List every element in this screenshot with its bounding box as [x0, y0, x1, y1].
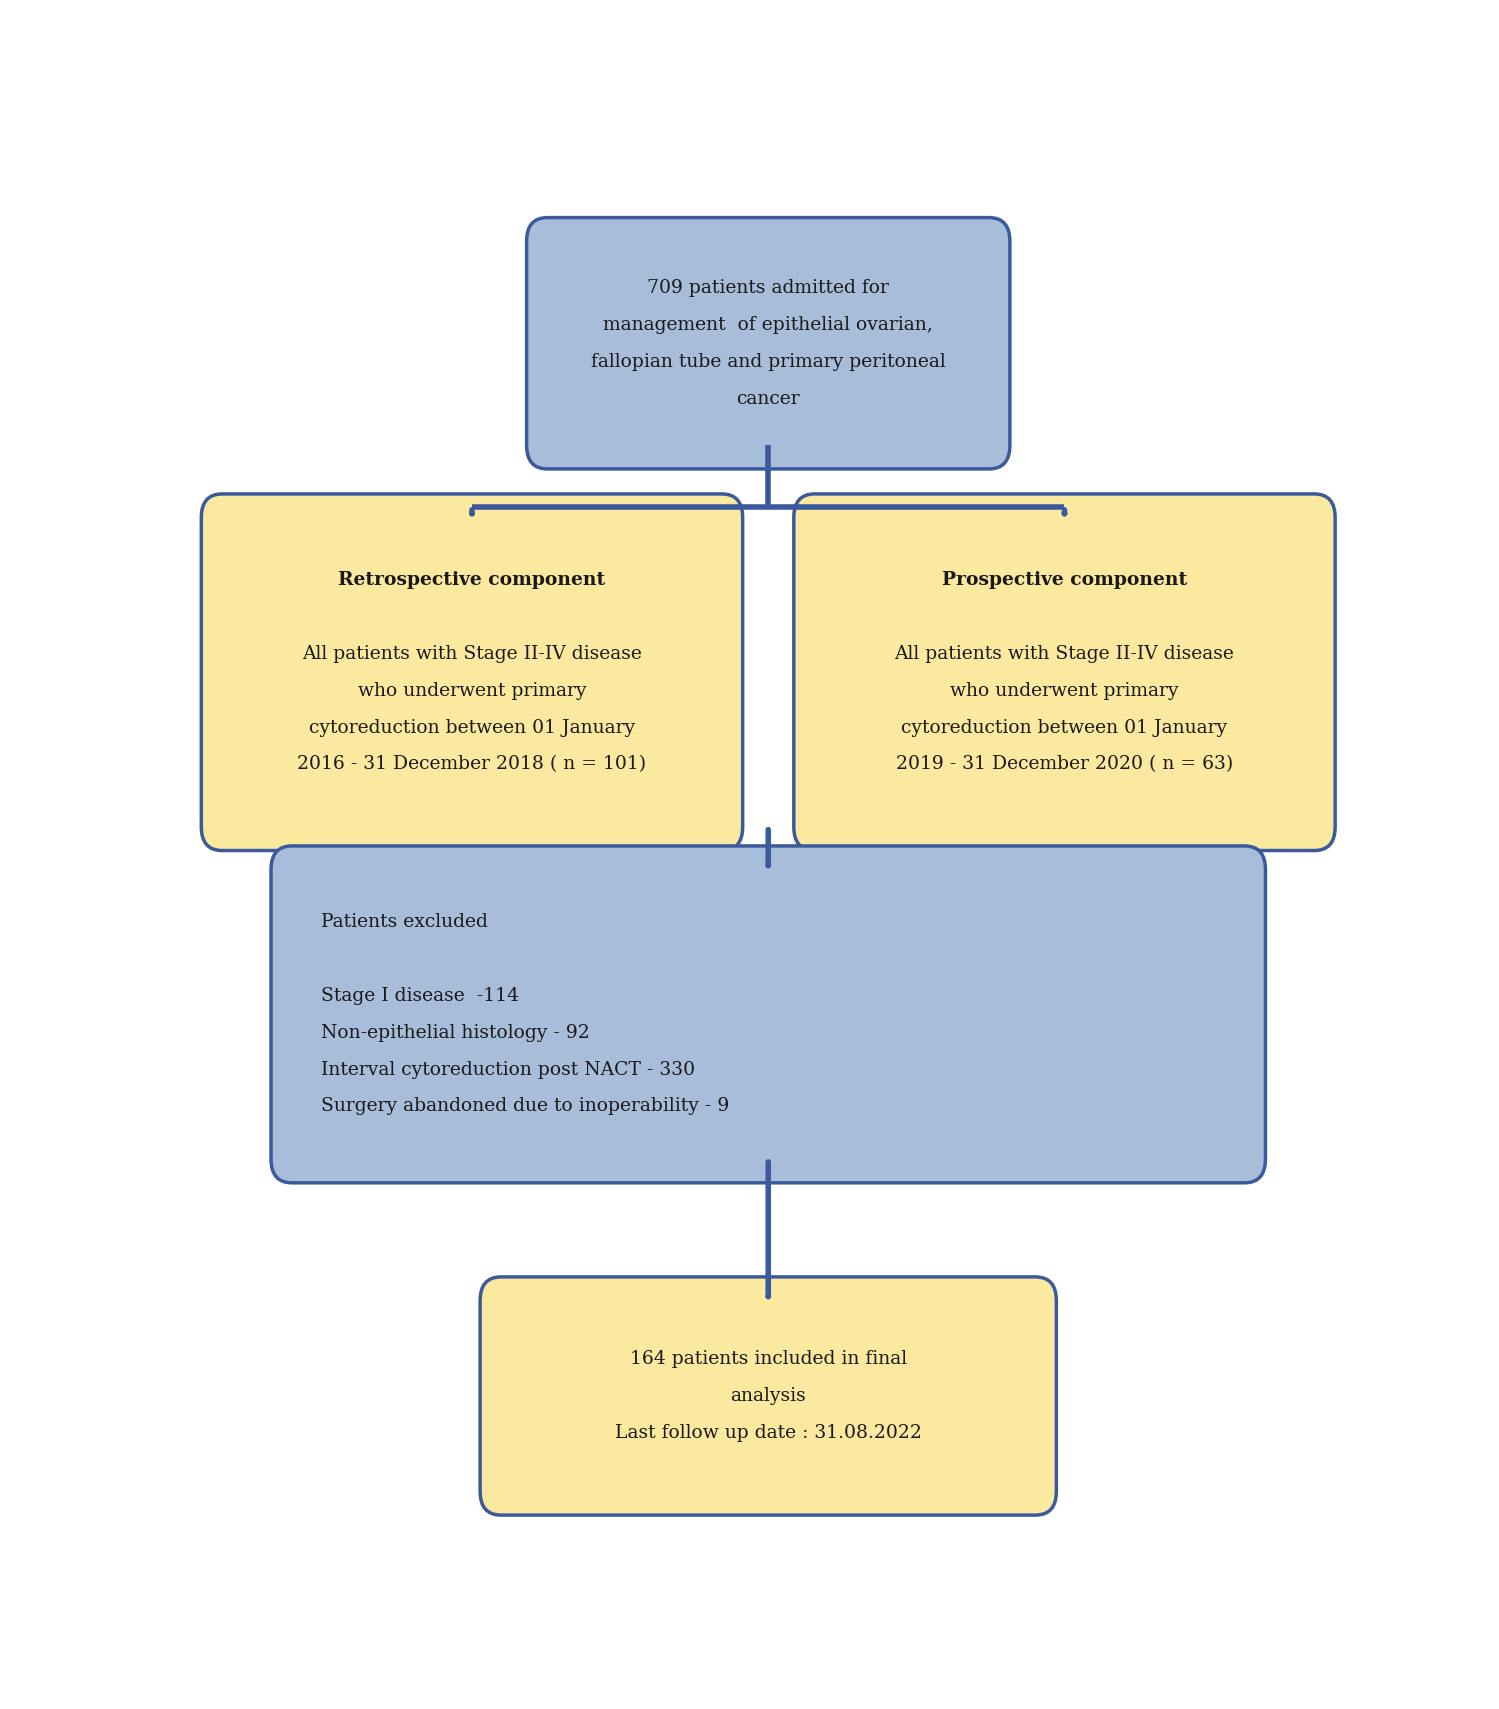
- Text: cancer: cancer: [736, 390, 800, 407]
- Text: who underwent primary: who underwent primary: [358, 682, 586, 699]
- Text: Last follow up date : 31.08.2022: Last follow up date : 31.08.2022: [615, 1424, 922, 1442]
- Text: 709 patients admitted for: 709 patients admitted for: [648, 279, 889, 297]
- Text: analysis: analysis: [730, 1388, 806, 1405]
- Text: Retrospective component: Retrospective component: [339, 571, 606, 590]
- Text: fallopian tube and primary peritoneal: fallopian tube and primary peritoneal: [591, 352, 946, 371]
- Text: management  of epithelial ovarian,: management of epithelial ovarian,: [604, 316, 932, 333]
- Text: Surgery abandoned due to inoperability - 9: Surgery abandoned due to inoperability -…: [321, 1097, 729, 1116]
- FancyBboxPatch shape: [794, 494, 1336, 851]
- Text: who underwent primary: who underwent primary: [950, 682, 1178, 699]
- FancyBboxPatch shape: [201, 494, 742, 851]
- Text: Non-epithelial histology - 92: Non-epithelial histology - 92: [321, 1024, 589, 1042]
- Text: Interval cytoreduction post NACT - 330: Interval cytoreduction post NACT - 330: [321, 1061, 696, 1078]
- Text: Stage I disease  -114: Stage I disease -114: [321, 988, 519, 1005]
- Text: 164 patients included in final: 164 patients included in final: [630, 1350, 907, 1369]
- Text: Patients excluded: Patients excluded: [321, 913, 487, 931]
- Text: 2019 - 31 December 2020 ( n = 63): 2019 - 31 December 2020 ( n = 63): [896, 755, 1234, 774]
- FancyBboxPatch shape: [271, 846, 1265, 1183]
- Text: Prospective component: Prospective component: [941, 571, 1187, 590]
- Text: cytoreduction between 01 January: cytoreduction between 01 January: [309, 718, 636, 737]
- FancyBboxPatch shape: [526, 217, 1010, 468]
- Text: All patients with Stage II-IV disease: All patients with Stage II-IV disease: [303, 644, 642, 663]
- FancyBboxPatch shape: [480, 1277, 1057, 1516]
- Text: cytoreduction between 01 January: cytoreduction between 01 January: [901, 718, 1228, 737]
- Text: All patients with Stage II-IV disease: All patients with Stage II-IV disease: [895, 644, 1234, 663]
- Text: 2016 - 31 December 2018 ( n = 101): 2016 - 31 December 2018 ( n = 101): [297, 755, 646, 774]
